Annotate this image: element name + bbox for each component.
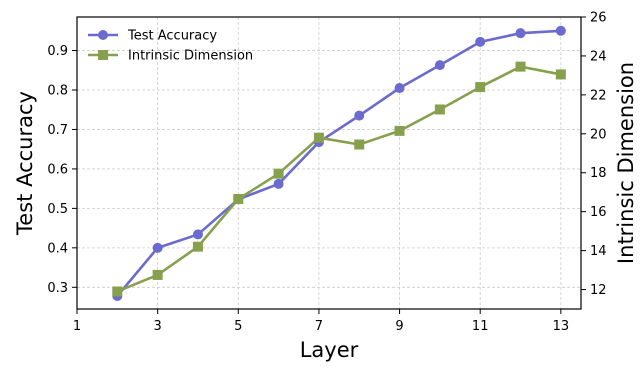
- data-point: [475, 82, 486, 93]
- data-point: [555, 25, 566, 36]
- legend-marker: [98, 50, 108, 60]
- series-2: [112, 61, 566, 297]
- legend-entry: Test Accuracy: [88, 29, 217, 44]
- series-line: [116, 29, 561, 297]
- x-tick-label: 13: [553, 319, 570, 334]
- x-tick-label: 9: [395, 319, 403, 334]
- data-point: [152, 242, 163, 253]
- data-point: [192, 241, 203, 252]
- data-point: [434, 104, 445, 115]
- x-tick-label: 3: [153, 319, 161, 334]
- y-left-tick-label: 0.6: [47, 162, 68, 177]
- y-axis-right-title: Intrinsic Dimension: [614, 62, 638, 264]
- data-point: [152, 269, 163, 280]
- x-tick-label: 5: [234, 319, 242, 334]
- legend-marker: [98, 30, 108, 40]
- data-point: [394, 83, 405, 94]
- data-point: [434, 60, 445, 71]
- y-left-tick-label: 0.3: [47, 281, 68, 296]
- y-right-tick-label: 14: [590, 244, 607, 259]
- series-line: [116, 65, 562, 293]
- y-left-tick-label: 0.8: [47, 84, 68, 99]
- data-point: [233, 194, 244, 205]
- data-point: [354, 110, 365, 121]
- data-point: [313, 132, 324, 143]
- data-point: [555, 69, 566, 80]
- data-point: [394, 125, 405, 136]
- x-axis-title: Layer: [300, 338, 359, 362]
- data-point: [515, 61, 526, 72]
- plot-frame: [76, 16, 582, 310]
- data-point: [475, 36, 486, 47]
- y-right-tick-label: 26: [590, 11, 607, 26]
- legend: Test Accuracy Intrinsic Dimension: [88, 29, 253, 64]
- data-point: [273, 168, 284, 179]
- y-left-tick-label: 0.4: [47, 241, 68, 256]
- x-tick-label: 11: [472, 319, 489, 334]
- legend-label: Intrinsic Dimension: [128, 49, 253, 64]
- y-left-tick-label: 0.9: [47, 44, 68, 59]
- y-right-tick-label: 12: [590, 283, 607, 298]
- data-point: [515, 28, 526, 39]
- x-tick-label: 1: [73, 319, 81, 334]
- data-point: [273, 178, 284, 189]
- data-point: [192, 229, 203, 240]
- data-point: [354, 139, 365, 150]
- grid: [76, 17, 581, 309]
- x-tick-label: 7: [315, 319, 323, 334]
- y-right-tick-label: 18: [590, 166, 607, 181]
- legend-label: Test Accuracy: [127, 29, 217, 44]
- series-layer: [112, 25, 566, 301]
- y-axis-left-title: Test Accuracy: [13, 91, 37, 236]
- legend-entry: Intrinsic Dimension: [88, 49, 253, 64]
- data-point: [112, 286, 123, 297]
- y-right-tick-label: 22: [590, 88, 607, 103]
- axes: 1 3 5 7 9 11 130.30.40.50.60.70.80.91214161820…: [47, 11, 606, 335]
- y-right-tick-label: 24: [590, 49, 607, 64]
- y-right-tick-label: 16: [590, 205, 607, 220]
- y-left-tick-label: 0.5: [47, 202, 68, 217]
- y-left-tick-label: 0.7: [47, 123, 68, 138]
- y-right-tick-label: 20: [590, 127, 607, 142]
